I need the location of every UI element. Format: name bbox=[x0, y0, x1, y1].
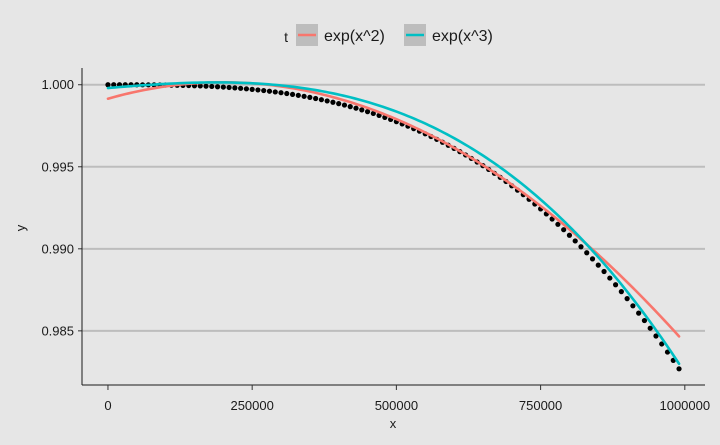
data-point bbox=[555, 221, 561, 227]
data-point bbox=[676, 366, 682, 372]
data-point bbox=[601, 268, 607, 275]
data-point bbox=[301, 93, 307, 99]
data-point bbox=[618, 289, 624, 295]
data-point bbox=[226, 84, 232, 91]
data-point bbox=[566, 232, 573, 238]
data-point bbox=[659, 341, 665, 347]
data-point bbox=[313, 95, 319, 102]
data-point bbox=[589, 256, 596, 262]
data-point bbox=[255, 87, 261, 93]
data-point bbox=[624, 296, 630, 302]
data-point bbox=[284, 90, 290, 97]
data-point bbox=[595, 262, 601, 268]
data-point bbox=[249, 86, 255, 92]
x-tick-label: 250000 bbox=[230, 398, 273, 413]
data-point bbox=[318, 97, 324, 103]
data-point bbox=[607, 275, 613, 281]
legend-title: t bbox=[284, 29, 288, 45]
x-tick-label: 500000 bbox=[375, 398, 418, 413]
data-point bbox=[572, 238, 578, 244]
series-layer bbox=[106, 81, 681, 366]
data-point bbox=[584, 250, 590, 256]
data-point bbox=[105, 82, 111, 88]
data-point bbox=[353, 105, 359, 111]
data-point bbox=[561, 227, 567, 233]
data-point bbox=[364, 109, 371, 115]
data-point bbox=[289, 91, 296, 98]
data-point bbox=[578, 244, 584, 250]
data-point bbox=[243, 86, 250, 92]
data-point bbox=[359, 107, 365, 113]
x-axis-title: x bbox=[390, 416, 397, 431]
data-point bbox=[261, 87, 267, 94]
data-point bbox=[232, 85, 238, 91]
data-point bbox=[341, 102, 348, 108]
data-point bbox=[111, 82, 117, 88]
data-point bbox=[209, 83, 215, 90]
data-point bbox=[370, 110, 376, 117]
data-point bbox=[307, 94, 313, 100]
legend-label: exp(x^2) bbox=[324, 28, 385, 45]
y-axis-title: y bbox=[13, 224, 28, 231]
axes-layer: 0.985 0.990 0.995 1.000 0 250000 500000 750000 1… bbox=[41, 68, 710, 413]
data-point bbox=[347, 104, 353, 110]
y-tick-label: 0.995 bbox=[41, 159, 74, 174]
data-point bbox=[664, 349, 671, 355]
legend-label: exp(x^3) bbox=[432, 28, 493, 45]
data-point bbox=[636, 310, 642, 316]
x-tick-label: 0 bbox=[104, 398, 111, 413]
x-tick-label: 750000 bbox=[519, 398, 562, 413]
data-point bbox=[220, 84, 226, 90]
legend: t exp(x^2) exp(x^3) bbox=[284, 24, 493, 46]
data-point bbox=[266, 88, 273, 94]
data-point bbox=[330, 99, 336, 105]
data-point bbox=[630, 303, 636, 309]
series-line-2 bbox=[106, 81, 681, 366]
data-point bbox=[203, 83, 209, 89]
y-tick-label: 0.990 bbox=[41, 241, 74, 256]
data-point bbox=[336, 101, 342, 107]
data-point bbox=[647, 325, 653, 331]
x-tick-label: 1000000 bbox=[659, 398, 710, 413]
data-point bbox=[612, 282, 619, 288]
data-point bbox=[197, 83, 203, 89]
data-point bbox=[214, 84, 221, 90]
data-point bbox=[641, 317, 648, 324]
y-tick-label: 1.000 bbox=[41, 77, 74, 92]
data-point bbox=[653, 333, 659, 339]
data-point bbox=[295, 92, 301, 98]
data-point bbox=[278, 90, 284, 96]
data-point bbox=[272, 89, 278, 95]
y-tick-label: 0.985 bbox=[41, 323, 74, 338]
data-point bbox=[324, 98, 330, 104]
data-point bbox=[238, 85, 244, 91]
